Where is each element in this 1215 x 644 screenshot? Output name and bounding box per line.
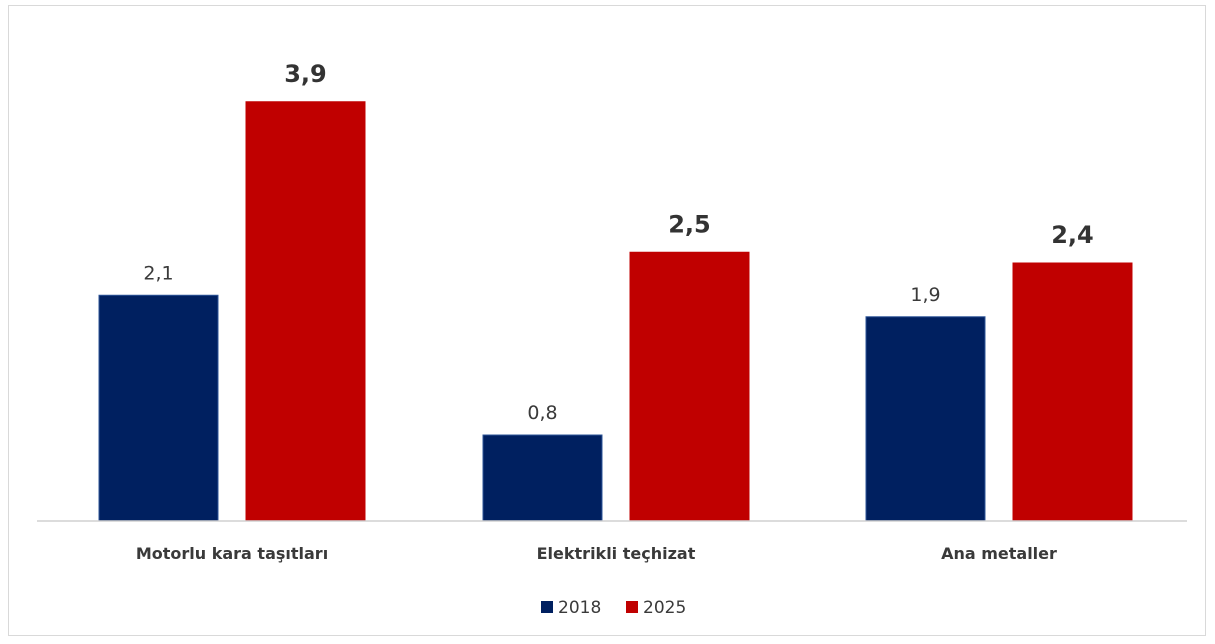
bar-chart: 2,1 3,9 0,8 2,5 1,9 2,4 Motorlu kara taşıtlar…	[37, 60, 1187, 618]
bar-2018-2	[482, 434, 603, 522]
chart-frame: 2,1 3,9 0,8 2,5 1,9 2,4 Motorlu kara taşıtlar…	[8, 5, 1206, 636]
category-label-2: Elektrikli teçhizat	[537, 544, 696, 563]
legend: 2018 2025	[541, 598, 686, 618]
legend-swatch-2018	[541, 601, 553, 613]
bar-2018-3	[865, 316, 986, 522]
legend-swatch-2025	[626, 601, 638, 613]
bar-2025-3	[1012, 262, 1133, 522]
bar-2025-1	[245, 101, 366, 522]
category-label-1: Motorlu kara taşıtları	[136, 544, 328, 563]
data-label-2018-2: 0,8	[527, 402, 557, 424]
data-label-2018-3: 1,9	[910, 284, 940, 306]
bar-2018-1	[98, 294, 219, 522]
data-label-2025-1: 3,9	[284, 60, 327, 88]
category-labels-layer: Motorlu kara taşıtları Elektrikli teçhiza…	[136, 544, 1057, 563]
bars-layer	[98, 101, 1133, 522]
data-label-2025-2: 2,5	[668, 210, 711, 238]
data-label-2025-3: 2,4	[1051, 221, 1094, 249]
bar-2025-2	[629, 251, 750, 522]
data-label-2018-1: 2,1	[143, 262, 173, 284]
value-labels-layer: 2,1 3,9 0,8 2,5 1,9 2,4	[143, 60, 1093, 424]
legend-label-2025: 2025	[643, 598, 686, 618]
legend-label-2018: 2018	[558, 598, 601, 618]
category-label-3: Ana metaller	[941, 544, 1057, 563]
